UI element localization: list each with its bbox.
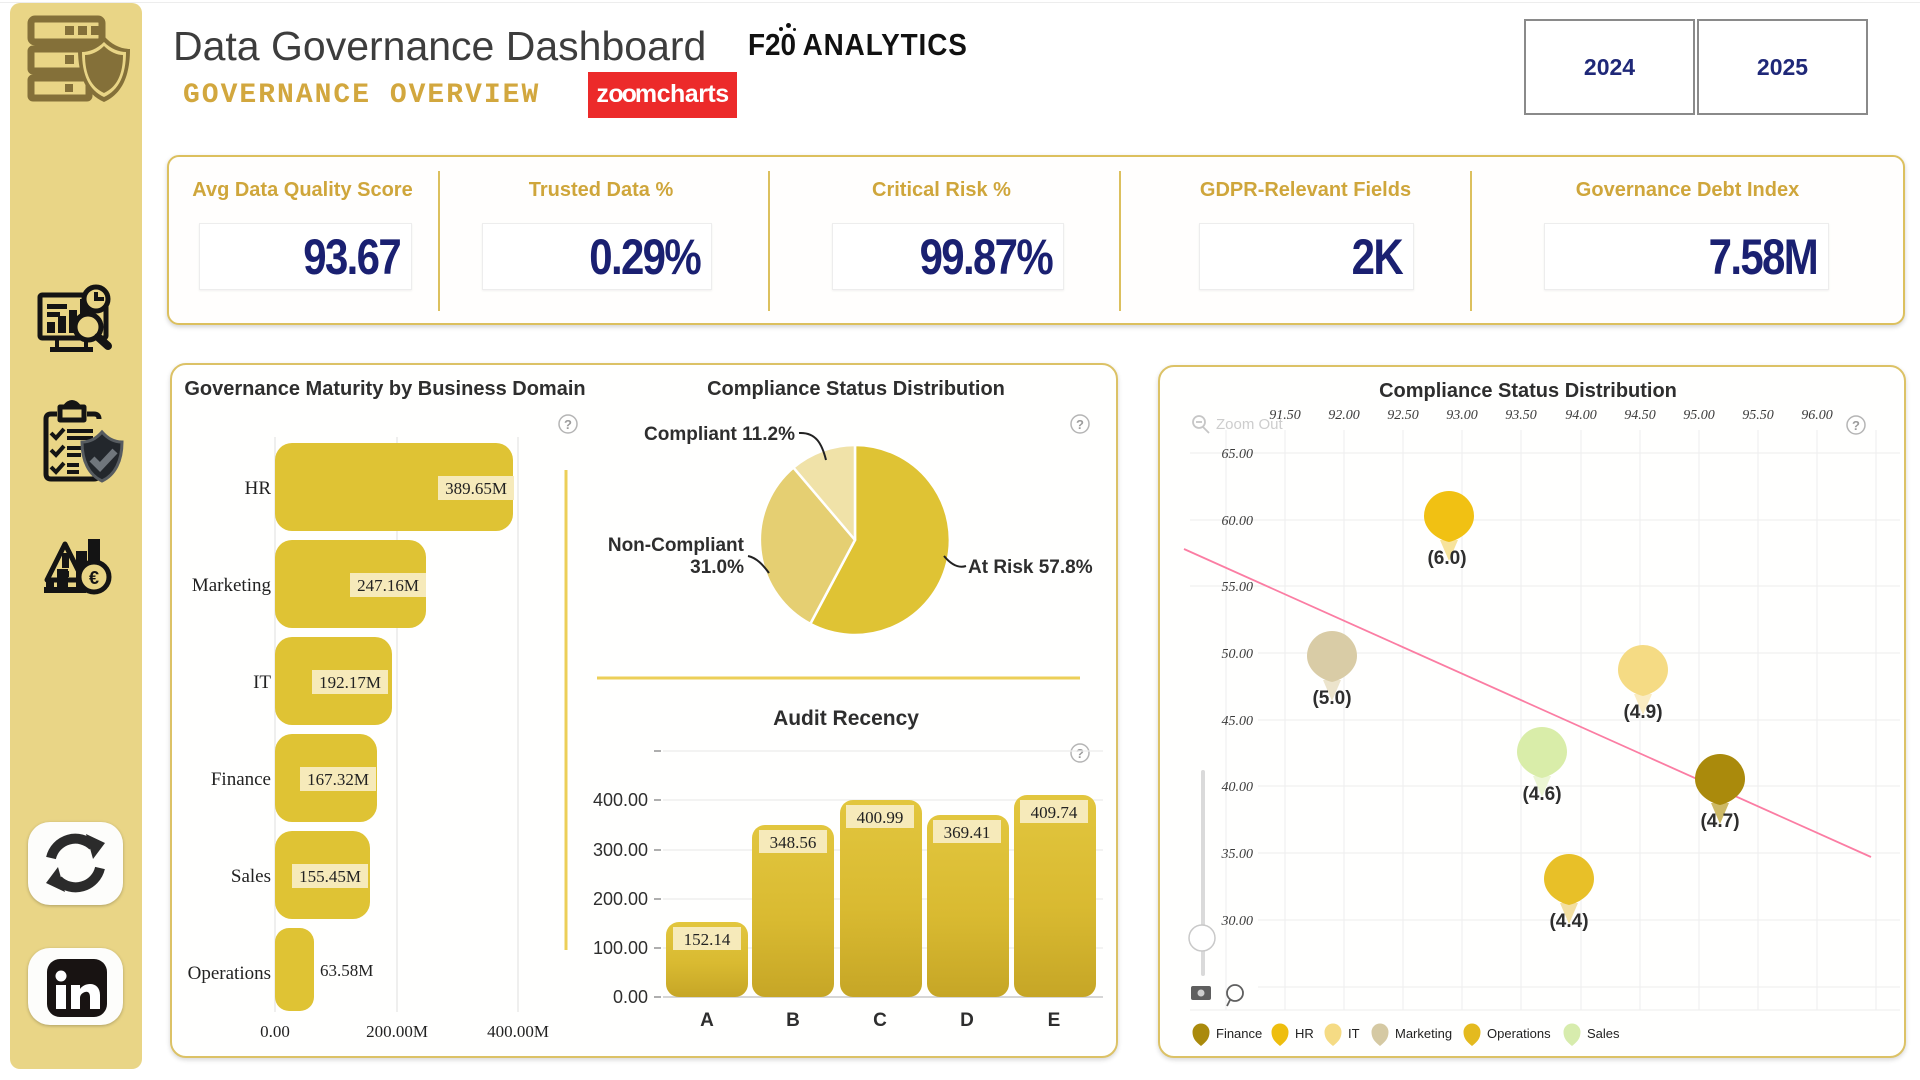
svg-text:€: € [89, 568, 99, 588]
